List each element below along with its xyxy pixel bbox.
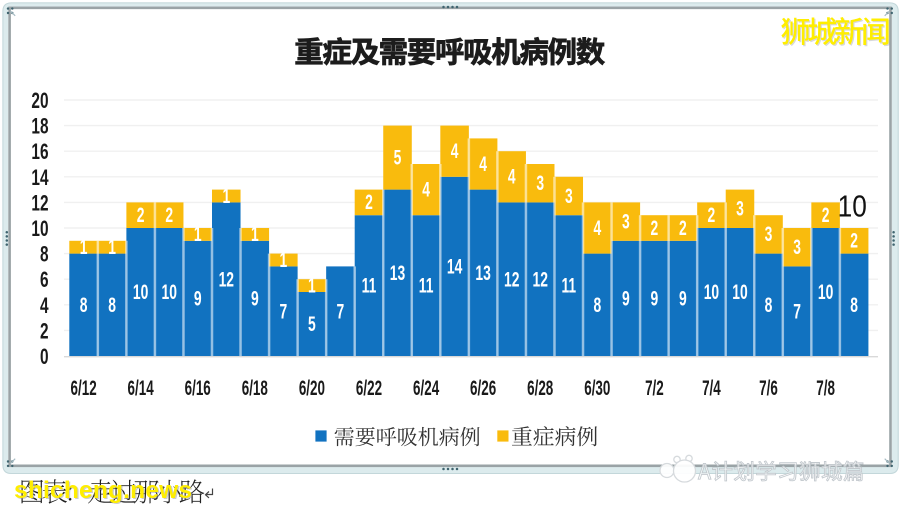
svg-text:9: 9 [194,287,202,311]
svg-text:3: 3 [793,235,801,259]
svg-text:1: 1 [194,222,202,246]
svg-text:9: 9 [679,287,687,311]
svg-text:4: 4 [593,216,601,240]
svg-text:4: 4 [422,178,430,202]
svg-text:10: 10 [31,217,48,241]
svg-text:6/30: 6/30 [584,376,610,400]
svg-text:7/8: 7/8 [816,376,835,400]
svg-text:4: 4 [40,294,49,318]
svg-text:6/12: 6/12 [71,376,97,400]
svg-text:10: 10 [818,280,833,304]
svg-text:13: 13 [390,261,405,285]
svg-text:13: 13 [475,261,490,285]
svg-text:1: 1 [108,235,116,259]
svg-text:11: 11 [561,274,576,298]
svg-text:7/4: 7/4 [702,376,721,400]
svg-text:1: 1 [279,248,287,272]
svg-text:14: 14 [447,255,462,279]
svg-text:10: 10 [133,280,148,304]
svg-text:3: 3 [765,222,773,246]
svg-text:3: 3 [736,197,744,221]
svg-text:8: 8 [850,293,858,317]
svg-text:4: 4 [508,165,516,189]
svg-text:8: 8 [765,293,773,317]
svg-text:5: 5 [308,312,316,336]
svg-text:9: 9 [251,287,259,311]
svg-text:6/26: 6/26 [470,376,496,400]
svg-text:16: 16 [31,141,48,165]
svg-text:2: 2 [679,216,687,240]
svg-text:4: 4 [451,139,459,163]
svg-text:2: 2 [137,203,145,227]
svg-text:10: 10 [161,280,176,304]
svg-text:12: 12 [219,267,234,291]
svg-text:1: 1 [308,274,316,298]
svg-text:12: 12 [532,267,547,291]
svg-text:6/20: 6/20 [299,376,325,400]
svg-text:6/22: 6/22 [356,376,382,400]
svg-text:8: 8 [108,293,116,317]
svg-text:1: 1 [222,184,230,208]
svg-text:6/14: 6/14 [128,376,154,400]
svg-text:2: 2 [850,229,858,253]
svg-text:7/2: 7/2 [645,376,664,400]
svg-text:12: 12 [31,192,48,216]
svg-text:2: 2 [365,190,373,214]
svg-text:3: 3 [536,171,544,195]
svg-text:4: 4 [479,152,487,176]
svg-text:6: 6 [40,269,49,293]
svg-text:1: 1 [251,222,259,246]
svg-text:2: 2 [822,203,830,227]
svg-text:8: 8 [593,293,601,317]
svg-text:6/16: 6/16 [185,376,211,400]
svg-text:12: 12 [504,267,519,291]
svg-text:6/18: 6/18 [242,376,268,400]
svg-text:7: 7 [337,299,345,323]
svg-text:3: 3 [565,184,573,208]
svg-text:6/24: 6/24 [413,376,439,400]
svg-text:8: 8 [80,293,88,317]
svg-text:shicheng.news: shicheng.news [14,477,192,504]
svg-text:9: 9 [622,287,630,311]
svg-text:20: 20 [31,89,48,113]
svg-text:3: 3 [622,210,630,234]
svg-text:6/28: 6/28 [527,376,553,400]
svg-text:14: 14 [31,166,48,190]
svg-text:shicheng.news: shicheng.news [15,478,193,505]
svg-text:2: 2 [708,203,716,227]
svg-text:7/6: 7/6 [759,376,778,400]
svg-text:5: 5 [394,146,402,170]
svg-text:2: 2 [40,320,49,344]
svg-text:0: 0 [40,345,49,369]
svg-text:7: 7 [279,299,287,323]
svg-text:9: 9 [651,287,659,311]
svg-text:10: 10 [732,280,747,304]
svg-text:1: 1 [80,235,88,259]
svg-text:2: 2 [165,203,173,227]
svg-text:2: 2 [651,216,659,240]
svg-text:11: 11 [419,274,434,298]
svg-text:8: 8 [40,243,49,267]
svg-text:7: 7 [793,299,801,323]
svg-text:18: 18 [31,115,48,139]
svg-text:10: 10 [838,190,867,224]
svg-text:10: 10 [704,280,719,304]
svg-text:11: 11 [362,274,377,298]
